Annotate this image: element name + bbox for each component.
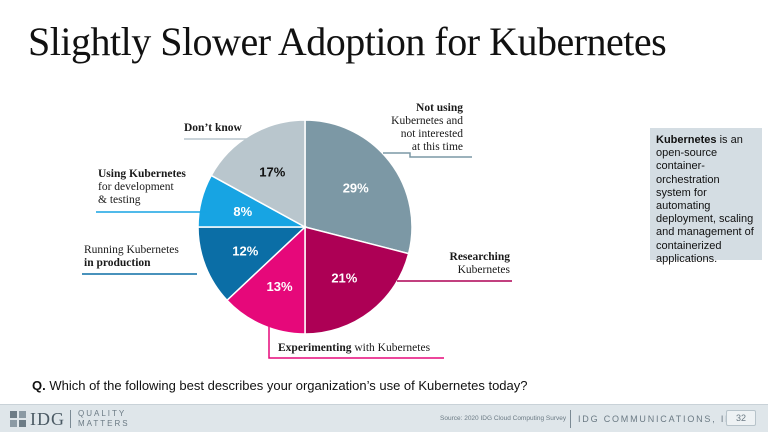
- label-not-using: Not using Kubernetes and not interested …: [391, 102, 463, 153]
- label-running: Running Kubernetes in production: [84, 244, 179, 269]
- tagline: QUALITY MATTERS: [78, 409, 130, 428]
- idg-logo-mark-icon: [10, 411, 26, 427]
- footer-divider: [570, 410, 571, 428]
- pie-slice-1: [304, 226, 410, 335]
- pie-slice-label-4: 8%: [233, 204, 252, 219]
- pie-slice-label-5: 17%: [259, 165, 285, 180]
- pie-slice-2: [225, 225, 306, 335]
- pie-slice-label-0: 29%: [343, 181, 369, 196]
- label-dont-know: Don’t know: [184, 122, 242, 134]
- page-number: 32: [726, 410, 756, 426]
- page-title: Slightly Slower Adoption for Kubernetes: [28, 19, 667, 64]
- pie-slice-label-3: 12%: [232, 244, 258, 259]
- label-researching: Researching Kubernetes: [449, 251, 510, 276]
- definition-box: Kubernetes is an open-source container-o…: [650, 128, 762, 265]
- footer-bar: IDG QUALITY MATTERS Source: 2020 IDG Clo…: [0, 404, 768, 432]
- company-name: IDG COMMUNICATIONS, INC.: [578, 414, 747, 424]
- pie-slice-label-1: 21%: [331, 271, 357, 286]
- source-note: Source: 2020 IDG Cloud Computing Survey: [440, 415, 567, 422]
- leader-experimenting: [268, 318, 444, 359]
- pie-slice-3: [197, 226, 307, 302]
- pie-slice-0: [304, 119, 413, 255]
- logo-divider: [70, 410, 71, 428]
- pie-slice-5: [210, 119, 306, 229]
- label-dev-testing: Using Kubernetes for development & testi…: [98, 168, 186, 206]
- leader-not-using: [383, 152, 472, 158]
- survey-question: Q. Which of the following best describes…: [32, 378, 528, 393]
- pie-slice-label-2: 13%: [266, 279, 292, 294]
- idg-logo-text: IDG: [30, 409, 65, 429]
- label-experimenting: Experimenting with Kubernetes: [278, 342, 431, 354]
